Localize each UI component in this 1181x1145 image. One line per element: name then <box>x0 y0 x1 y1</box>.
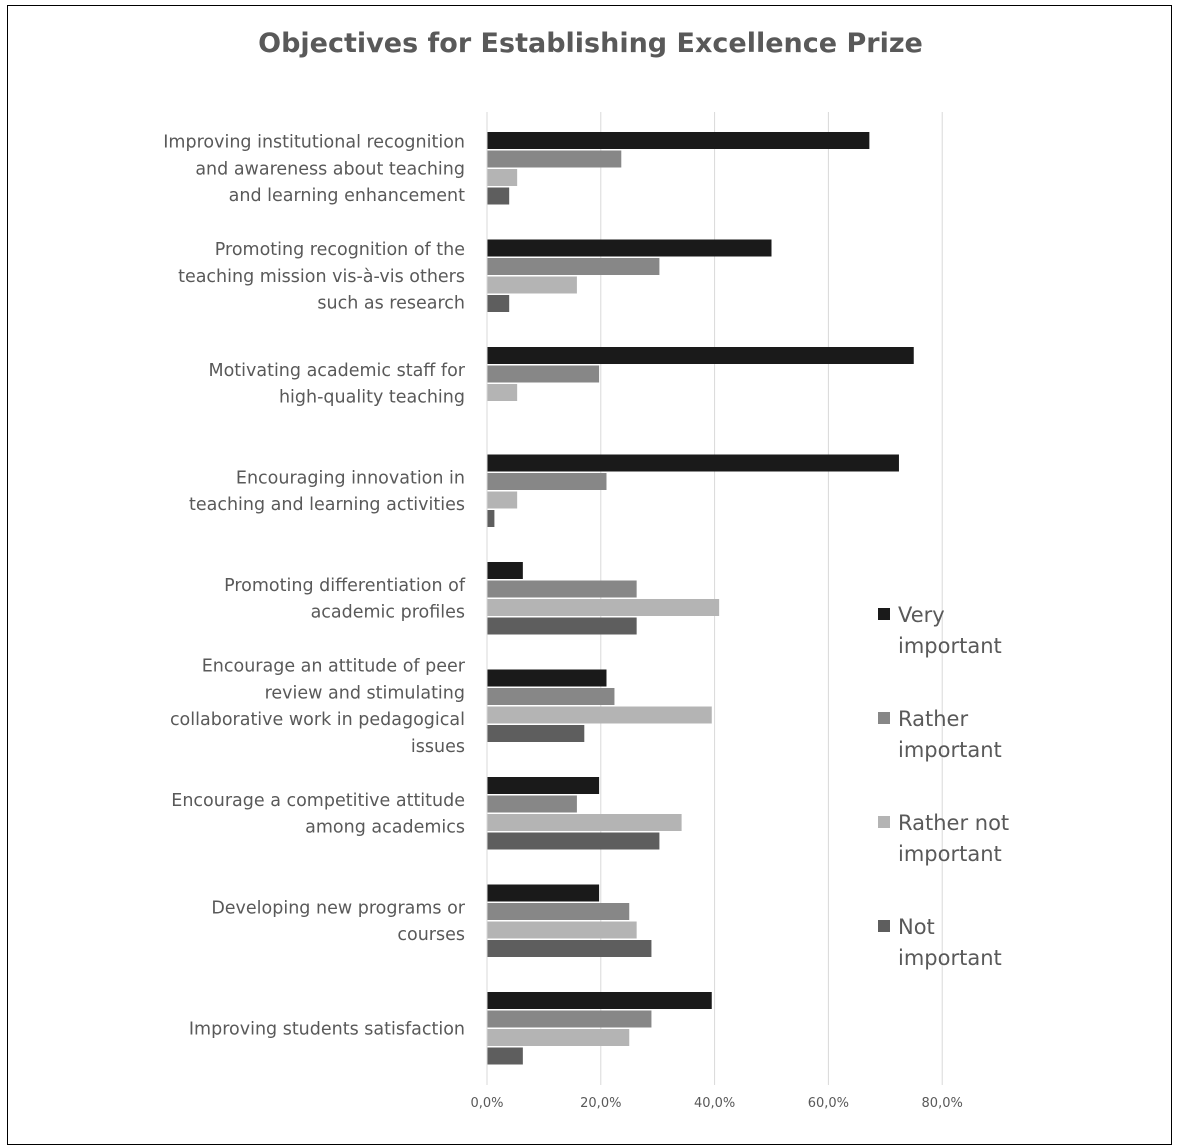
bar-rather-not-important <box>487 276 577 294</box>
category-label: high-quality teaching <box>279 388 465 408</box>
bar-not-important <box>487 617 637 635</box>
legend-label: important <box>898 738 1002 762</box>
bar-not-important <box>487 1047 523 1065</box>
bar-rather-not-important <box>487 491 518 509</box>
legend-label: Rather <box>898 707 968 731</box>
bar-rather-important <box>487 150 622 168</box>
x-tick-label: 80,0% <box>922 1096 963 1111</box>
bar-very-important <box>487 132 870 149</box>
bar-rather-important <box>487 365 600 383</box>
bar-rather-not-important <box>487 599 720 616</box>
legend-label: important <box>898 842 1002 866</box>
bar-rather-not-important <box>487 384 518 401</box>
x-tick-label: 0,0% <box>470 1096 503 1111</box>
legend-label: important <box>898 946 1002 970</box>
legend-swatch <box>878 816 890 828</box>
category-label: academic profiles <box>311 603 465 623</box>
category-label: teaching and learning activities <box>189 495 465 515</box>
category-label: Encourage a competitive attitude <box>171 791 465 811</box>
bar-rather-not-important <box>487 1029 630 1046</box>
category-label: such as research <box>317 293 465 313</box>
bar-not-important <box>487 725 585 742</box>
legend-label: important <box>898 634 1002 658</box>
bar-very-important <box>487 454 899 472</box>
bar-rather-important <box>487 258 660 275</box>
category-label: and awareness about teaching <box>195 159 465 179</box>
category-label: Promoting recognition of the <box>215 240 465 260</box>
bar-not-important <box>487 510 495 527</box>
category-label: Motivating academic staff for <box>208 361 465 381</box>
legend-label: Not <box>898 915 935 939</box>
legend-swatch <box>878 712 890 724</box>
bar-not-important <box>487 940 652 957</box>
category-label: review and stimulating <box>265 683 465 703</box>
category-label: among academics <box>305 818 465 838</box>
category-label: collaborative work in pedagogical <box>170 710 465 730</box>
bar-rather-important <box>487 1010 652 1028</box>
bar-very-important <box>487 347 914 364</box>
category-label: courses <box>397 925 465 945</box>
bar-very-important <box>487 777 600 794</box>
legend-swatch <box>878 920 890 932</box>
bar-rather-important <box>487 903 630 920</box>
bar-not-important <box>487 295 510 312</box>
bar-rather-not-important <box>487 706 712 724</box>
bar-rather-not-important <box>487 921 637 939</box>
category-label: Improving institutional recognition <box>163 133 465 153</box>
bar-not-important <box>487 832 660 850</box>
category-label: teaching mission vis-à-vis others <box>178 267 465 287</box>
bar-rather-important <box>487 473 607 490</box>
bar-rather-not-important <box>487 814 682 831</box>
category-label: Improving students satisfaction <box>189 1019 465 1039</box>
category-label: issues <box>411 737 465 757</box>
bar-very-important <box>487 562 523 579</box>
category-label: Encourage an attitude of peer <box>202 657 466 677</box>
x-tick-label: 20,0% <box>580 1096 621 1111</box>
category-label: and learning enhancement <box>229 186 465 206</box>
x-tick-label: 60,0% <box>808 1096 849 1111</box>
bar-rather-important <box>487 688 615 705</box>
bar-rather-not-important <box>487 169 518 186</box>
bar-very-important <box>487 239 772 257</box>
bar-very-important <box>487 992 712 1009</box>
bar-very-important <box>487 884 600 902</box>
category-label: Encouraging innovation in <box>236 468 465 488</box>
bar-not-important <box>487 187 510 205</box>
bar-very-important <box>487 669 607 687</box>
category-label: Promoting differentiation of <box>224 576 466 596</box>
legend-label: Rather not <box>898 811 1009 835</box>
bar-rather-important <box>487 580 637 598</box>
legend-label: Very <box>898 603 945 627</box>
x-tick-label: 40,0% <box>694 1096 735 1111</box>
bar-rather-important <box>487 795 577 813</box>
legend-swatch <box>878 608 890 620</box>
category-label: Developing new programs or <box>211 898 465 918</box>
chart-title: Objectives for Establishing Excellence P… <box>258 28 923 59</box>
